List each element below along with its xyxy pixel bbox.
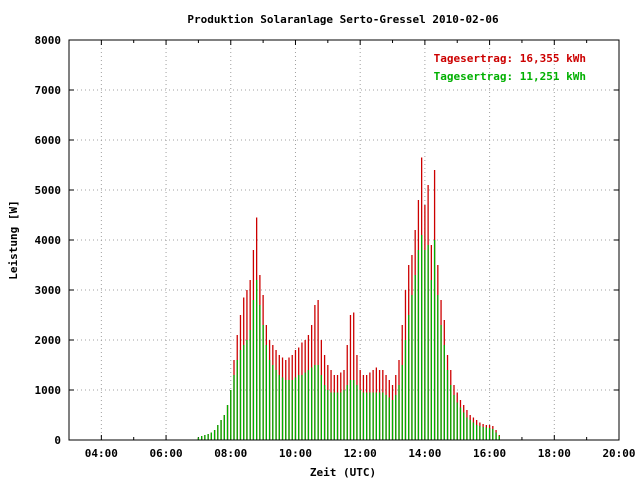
y-axis-ticks: 0 1000 2000 3000 4000 5000 6000 7000 8000	[35, 34, 619, 447]
x-tick-label: 04:00	[85, 447, 118, 460]
legend: Tagesertrag: 16,355 kWh Tagesertrag: 11,…	[434, 52, 586, 83]
y-tick-label: 7000	[35, 84, 62, 97]
y-tick-label: 8000	[35, 34, 62, 47]
x-axis-ticks: 04:00 06:00 08:00 10:00 12:00 14:00 16:00 18:00…	[68, 40, 636, 460]
x-tick-label: 14:00	[408, 447, 441, 460]
y-tick-label: 2000	[35, 334, 62, 347]
x-tick-label: 12:00	[344, 447, 377, 460]
legend-entry-total: Tagesertrag: 16,355 kWh	[434, 52, 586, 65]
y-tick-label: 1000	[35, 384, 62, 397]
x-tick-label: 08:00	[214, 447, 247, 460]
x-tick-label: 16:00	[473, 447, 506, 460]
bars	[197, 157, 500, 440]
legend-entry-secondary: Tagesertrag: 11,251 kWh	[434, 70, 586, 83]
x-tick-label: 10:00	[279, 447, 312, 460]
y-tick-label: 6000	[35, 134, 62, 147]
x-axis-label: Zeit (UTC)	[310, 466, 376, 479]
y-axis-label: Leistung [W]	[7, 200, 20, 279]
x-tick-label: 20:00	[602, 447, 635, 460]
y-tick-label: 3000	[35, 284, 62, 297]
y-tick-label: 4000	[35, 234, 62, 247]
chart-title: Produktion Solaranlage Serto-Gressel 201…	[187, 13, 499, 26]
x-tick-label: 18:00	[538, 447, 571, 460]
y-tick-label: 0	[54, 434, 61, 447]
plot-frame	[68, 39, 620, 441]
x-tick-label: 06:00	[149, 447, 182, 460]
y-tick-label: 5000	[35, 184, 62, 197]
